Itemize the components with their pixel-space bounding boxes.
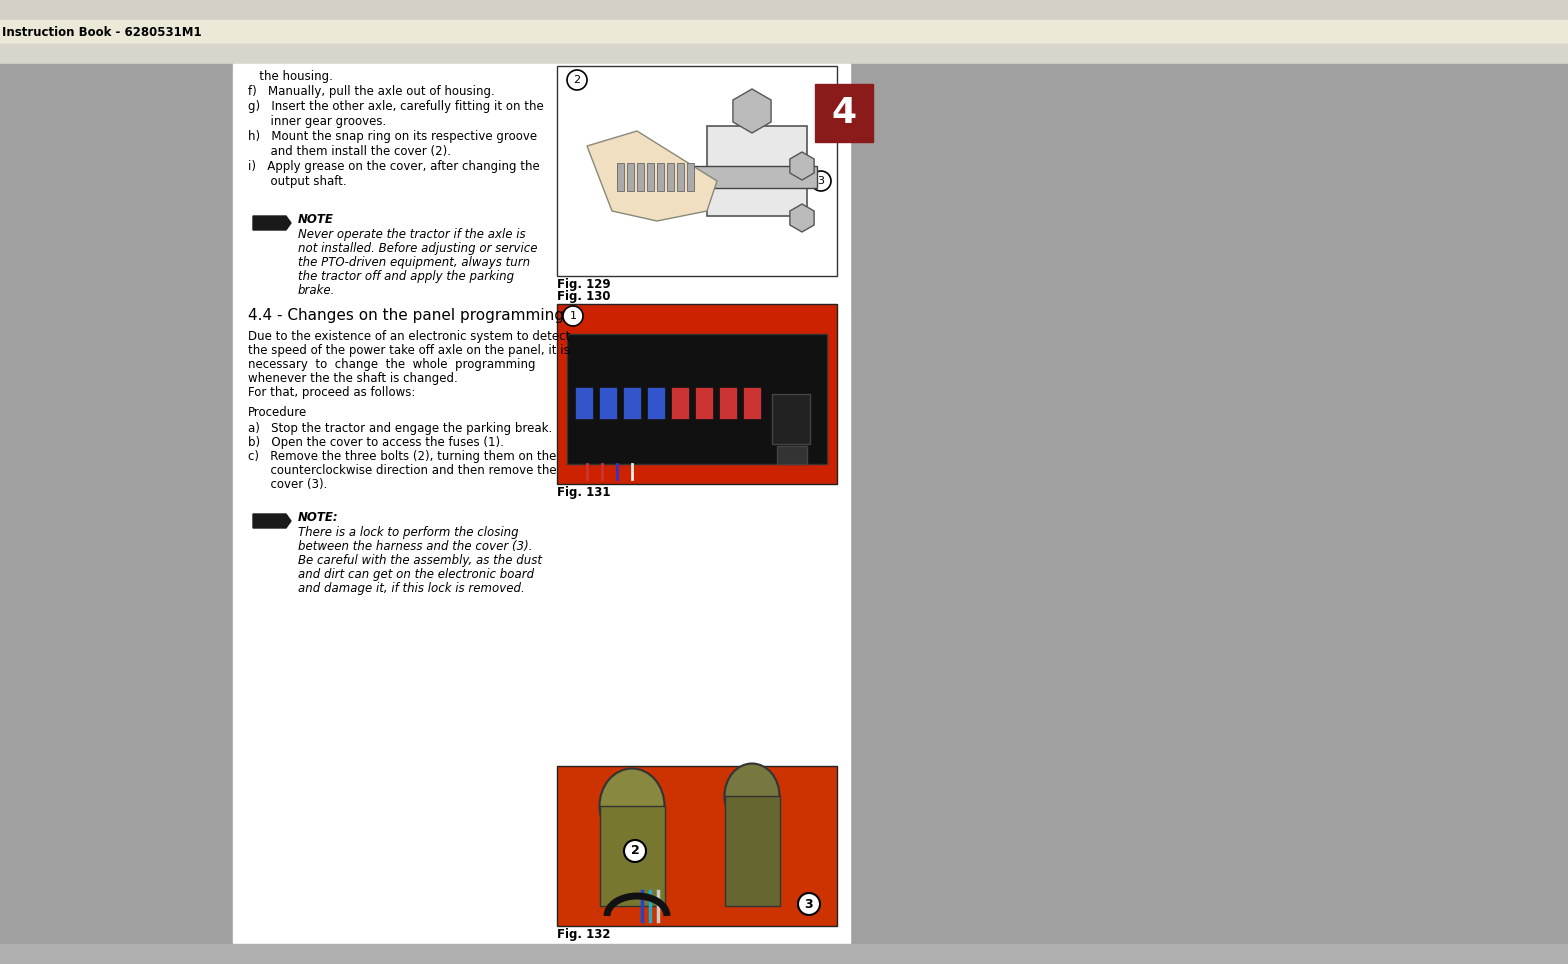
Text: a)   Stop the tractor and engage the parking break.: a) Stop the tractor and engage the parki…: [248, 422, 552, 435]
Text: 4: 4: [831, 96, 856, 130]
Ellipse shape: [724, 763, 779, 828]
Bar: [627, 163, 633, 191]
Bar: [0, 44, 1568, 64]
Text: 4.4 - Changes on the panel programming: 4.4 - Changes on the panel programming: [248, 308, 564, 323]
Bar: [0, 20, 1568, 44]
Text: counterclockwise direction and then remove the: counterclockwise direction and then remo…: [248, 464, 557, 477]
Text: b)   Open the cover to access the fuses (1).: b) Open the cover to access the fuses (1…: [248, 436, 503, 449]
Text: the housing.: the housing.: [248, 70, 332, 83]
Text: brake.: brake.: [298, 284, 336, 297]
Text: Fig. 130: Fig. 130: [557, 290, 610, 303]
Bar: [707, 126, 808, 216]
Text: i)   Apply grease on the cover, after changing the: i) Apply grease on the cover, after chan…: [248, 160, 539, 173]
Text: NOTE:: NOTE:: [298, 511, 339, 524]
Text: Fig. 131: Fig. 131: [557, 486, 610, 499]
Bar: [0, 944, 1568, 964]
Text: Fig. 132: Fig. 132: [557, 928, 610, 941]
Text: 2: 2: [574, 75, 580, 85]
Bar: [720, 387, 737, 419]
Text: NOTE: NOTE: [298, 213, 334, 226]
Bar: [0, 0, 1568, 20]
Text: and damage it, if this lock is removed.: and damage it, if this lock is removed.: [298, 582, 525, 595]
Text: the speed of the power take off axle on the panel, it is: the speed of the power take off axle on …: [248, 344, 569, 357]
Text: whenever the the shaft is changed.: whenever the the shaft is changed.: [248, 372, 458, 385]
Bar: [234, 64, 850, 944]
Text: For that, proceed as follows:: For that, proceed as follows:: [248, 386, 416, 399]
Bar: [677, 163, 684, 191]
Polygon shape: [790, 152, 814, 180]
Bar: [657, 163, 663, 191]
Bar: [599, 387, 616, 419]
Bar: [695, 387, 713, 419]
Text: h)   Mount the snap ring on its respective groove: h) Mount the snap ring on its respective…: [248, 130, 538, 143]
Polygon shape: [252, 514, 292, 528]
Bar: [557, 66, 837, 276]
Text: Instruction Book - 6280531M1: Instruction Book - 6280531M1: [2, 26, 202, 40]
Text: the tractor off and apply the parking: the tractor off and apply the parking: [298, 270, 514, 283]
Bar: [648, 163, 654, 191]
Bar: [0, 64, 234, 964]
Text: output shaft.: output shaft.: [248, 175, 347, 188]
Text: and them install the cover (2).: and them install the cover (2).: [248, 145, 452, 158]
Text: Never operate the tractor if the axle is: Never operate the tractor if the axle is: [298, 228, 525, 241]
Bar: [616, 166, 817, 188]
Text: c)   Remove the three bolts (2), turning them on the: c) Remove the three bolts (2), turning t…: [248, 450, 557, 463]
Text: the PTO-driven equipment, always turn: the PTO-driven equipment, always turn: [298, 256, 530, 269]
Text: Be careful with the assembly, as the dust: Be careful with the assembly, as the dus…: [298, 554, 543, 567]
Text: 3: 3: [804, 897, 814, 911]
Circle shape: [798, 893, 820, 915]
Bar: [557, 766, 837, 926]
Bar: [601, 806, 665, 906]
Text: cover (3).: cover (3).: [248, 478, 328, 491]
Bar: [616, 163, 624, 191]
Polygon shape: [790, 204, 814, 232]
Text: between the harness and the cover (3).: between the harness and the cover (3).: [298, 540, 533, 553]
Bar: [557, 304, 837, 484]
Text: f)   Manually, pull the axle out of housing.: f) Manually, pull the axle out of housin…: [248, 85, 495, 98]
Polygon shape: [732, 89, 771, 133]
Circle shape: [811, 171, 831, 191]
Polygon shape: [586, 131, 717, 221]
Polygon shape: [252, 216, 292, 230]
Bar: [568, 334, 826, 464]
Text: 1: 1: [569, 311, 577, 321]
Text: g)   Insert the other axle, carefully fitting it on the: g) Insert the other axle, carefully fitt…: [248, 100, 544, 113]
Circle shape: [568, 70, 586, 90]
Circle shape: [563, 306, 583, 326]
Bar: [687, 163, 695, 191]
Bar: [0, 44, 1568, 64]
Bar: [575, 387, 593, 419]
Bar: [637, 163, 644, 191]
Text: Fig. 129: Fig. 129: [557, 278, 610, 291]
Text: not installed. Before adjusting or service: not installed. Before adjusting or servi…: [298, 242, 538, 255]
Bar: [815, 84, 873, 142]
Bar: [778, 446, 808, 464]
Circle shape: [624, 840, 646, 862]
Text: necessary  to  change  the  whole  programming: necessary to change the whole programmin…: [248, 358, 536, 371]
Ellipse shape: [599, 768, 665, 844]
Bar: [724, 796, 779, 906]
Text: inner gear grooves.: inner gear grooves.: [248, 115, 386, 128]
Bar: [622, 387, 641, 419]
Bar: [671, 387, 688, 419]
Bar: [648, 387, 665, 419]
Bar: [850, 64, 1568, 964]
Bar: [666, 163, 674, 191]
Text: There is a lock to perform the closing: There is a lock to perform the closing: [298, 526, 519, 539]
Bar: [771, 394, 811, 444]
Text: Procedure: Procedure: [248, 406, 307, 419]
Text: 3: 3: [817, 176, 825, 186]
Text: Due to the existence of an electronic system to detect: Due to the existence of an electronic sy…: [248, 330, 571, 343]
Text: and dirt can get on the electronic board: and dirt can get on the electronic board: [298, 568, 535, 581]
Bar: [743, 387, 760, 419]
Text: 2: 2: [630, 844, 640, 858]
